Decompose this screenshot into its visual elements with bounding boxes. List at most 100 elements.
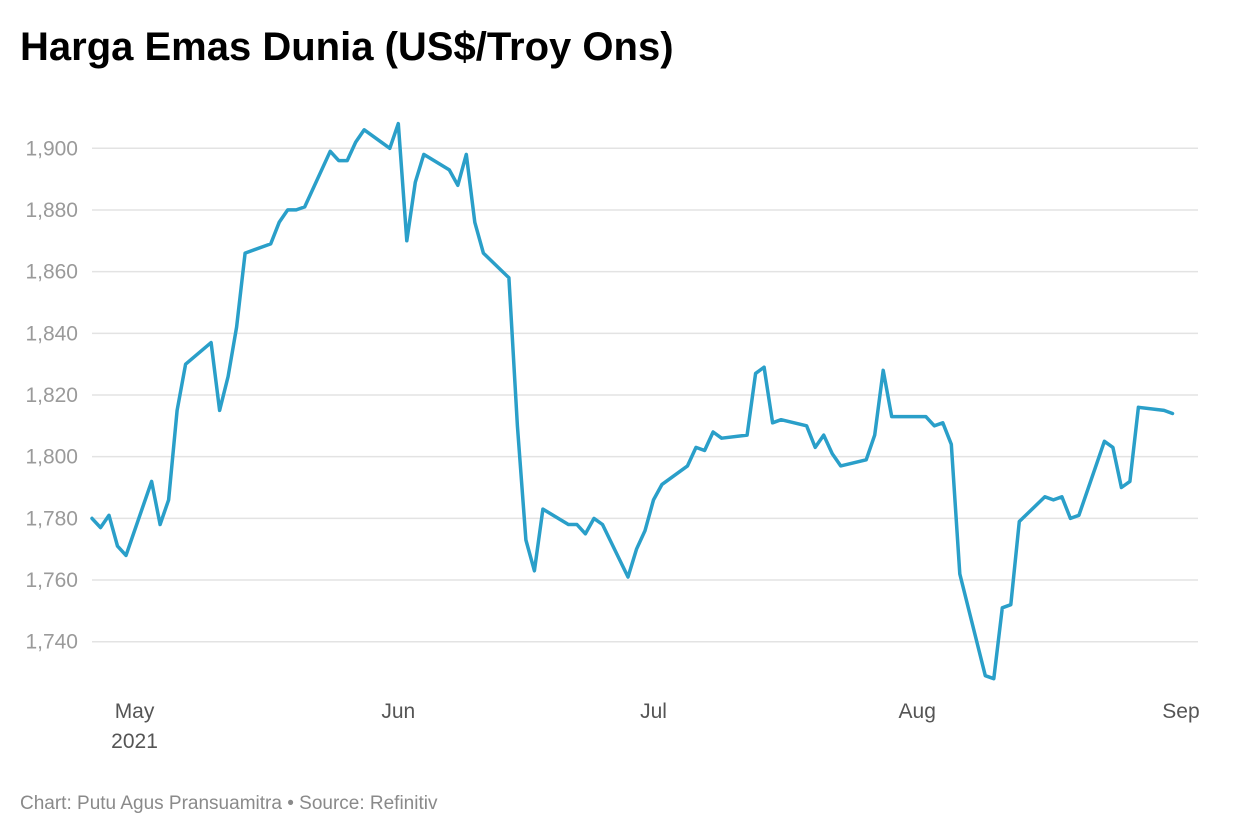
data-point bbox=[1009, 603, 1013, 607]
data-point bbox=[635, 547, 639, 551]
data-point bbox=[941, 421, 945, 425]
y-tick-label: 1,800 bbox=[25, 446, 78, 469]
x-tick-label: Jun bbox=[381, 700, 415, 723]
data-point bbox=[1171, 412, 1175, 416]
data-point bbox=[269, 242, 273, 246]
x-tick-label: Sep bbox=[1162, 700, 1199, 723]
data-point bbox=[1000, 606, 1004, 610]
data-point bbox=[575, 523, 579, 527]
data-point bbox=[720, 436, 724, 440]
data-point bbox=[1051, 498, 1055, 502]
data-point bbox=[932, 424, 936, 428]
data-point bbox=[150, 479, 154, 483]
gridlines bbox=[92, 147, 1198, 643]
data-point bbox=[388, 146, 392, 150]
y-tick-label: 1,860 bbox=[25, 261, 78, 284]
data-point bbox=[532, 569, 536, 573]
data-point bbox=[924, 415, 928, 419]
data-point bbox=[175, 408, 179, 412]
data-point bbox=[1077, 513, 1081, 517]
data-point bbox=[1060, 495, 1064, 499]
data-point bbox=[762, 365, 766, 369]
data-point bbox=[286, 208, 290, 212]
data-point bbox=[1119, 486, 1123, 490]
data-point bbox=[1162, 408, 1166, 412]
x-tick-sublabel: 2021 bbox=[111, 730, 158, 753]
data-point bbox=[209, 341, 213, 345]
data-point bbox=[515, 424, 519, 428]
data-point bbox=[1111, 445, 1115, 449]
data-point bbox=[583, 532, 587, 536]
data-point bbox=[294, 208, 298, 212]
data-point bbox=[830, 452, 834, 456]
data-point bbox=[1102, 439, 1106, 443]
y-tick-label: 1,760 bbox=[25, 569, 78, 592]
data-point bbox=[601, 523, 605, 527]
data-point bbox=[456, 183, 460, 187]
data-point bbox=[652, 498, 656, 502]
x-axis-labels: May 2021 Jun Jul Aug Sep bbox=[111, 700, 1199, 753]
data-point bbox=[362, 128, 366, 132]
data-point bbox=[626, 575, 630, 579]
chart-credit: Chart: Putu Agus Pransuamitra bbox=[20, 793, 282, 814]
y-tick-label: 1,740 bbox=[25, 631, 78, 654]
data-point bbox=[99, 526, 103, 530]
data-point bbox=[405, 239, 409, 243]
data-point bbox=[226, 375, 230, 379]
data-point bbox=[1128, 479, 1132, 483]
data-point bbox=[345, 159, 349, 163]
chart-title: Harga Emas Dunia (US$/Troy Ons) bbox=[20, 25, 674, 69]
data-point bbox=[116, 544, 120, 548]
y-tick-label: 1,900 bbox=[25, 137, 78, 160]
data-point bbox=[754, 371, 758, 375]
data-point bbox=[396, 122, 400, 126]
footer-separator: • bbox=[287, 793, 294, 814]
data-point bbox=[881, 368, 885, 372]
data-point bbox=[218, 408, 222, 412]
chart-source: Source: Refinitiv bbox=[299, 793, 438, 814]
data-point bbox=[771, 421, 775, 425]
data-point bbox=[983, 674, 987, 678]
chart-footer: Chart: Putu Agus Pransuamitra • Source: … bbox=[20, 793, 437, 815]
y-tick-label: 1,880 bbox=[25, 199, 78, 222]
data-point bbox=[422, 152, 426, 156]
data-point bbox=[1043, 495, 1047, 499]
data-point bbox=[566, 523, 570, 527]
data-point bbox=[949, 442, 953, 446]
data-point bbox=[447, 168, 451, 172]
data-point bbox=[328, 149, 332, 153]
data-point bbox=[958, 572, 962, 576]
data-point bbox=[660, 482, 664, 486]
data-point bbox=[805, 424, 809, 428]
data-point bbox=[898, 415, 902, 419]
data-point bbox=[703, 449, 707, 453]
data-point bbox=[464, 152, 468, 156]
data-point bbox=[235, 325, 239, 329]
x-tick-label: May bbox=[115, 700, 155, 723]
data-point bbox=[243, 251, 247, 255]
data-point bbox=[992, 677, 996, 681]
data-point bbox=[813, 445, 817, 449]
x-tick-label: Jul bbox=[640, 700, 667, 723]
data-point bbox=[686, 464, 690, 468]
data-point bbox=[779, 418, 783, 422]
data-point bbox=[413, 180, 417, 184]
data-point bbox=[592, 516, 596, 520]
data-point bbox=[124, 553, 128, 557]
data-point bbox=[745, 433, 749, 437]
data-point bbox=[864, 458, 868, 462]
data-point bbox=[1068, 516, 1072, 520]
data-point bbox=[167, 498, 171, 502]
data-point bbox=[541, 507, 545, 511]
data-point bbox=[277, 220, 281, 224]
y-tick-label: 1,840 bbox=[25, 322, 78, 345]
data-point bbox=[839, 464, 843, 468]
y-tick-label: 1,820 bbox=[25, 384, 78, 407]
data-point bbox=[643, 529, 647, 533]
data-point bbox=[1136, 405, 1140, 409]
y-tick-label: 1,780 bbox=[25, 507, 78, 530]
data-point bbox=[337, 159, 341, 163]
data-point bbox=[1017, 520, 1021, 524]
data-point bbox=[890, 415, 894, 419]
